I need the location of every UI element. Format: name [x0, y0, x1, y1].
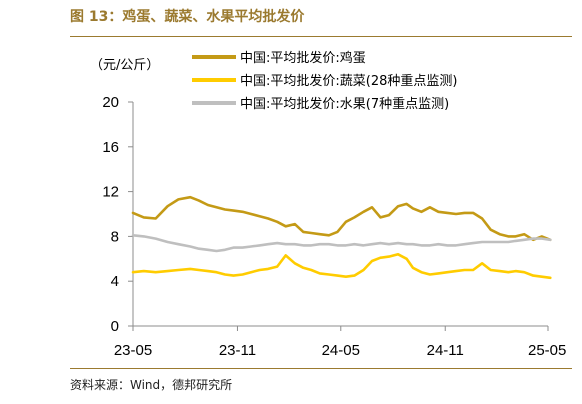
y-tick-label: 8: [111, 228, 119, 245]
y-tick-label: 20: [102, 94, 119, 111]
x-tick-label: 24-11: [427, 342, 464, 359]
footer-divider: [70, 368, 572, 369]
y-tick-label: 16: [102, 139, 119, 156]
legend-label-vegetable: 中国:平均批发价:蔬菜(28种重点监测): [240, 73, 457, 89]
line-chart: （元/公斤） 0 4 8 12 16 20 23-05 23-11 24-05 24-11 25-0…: [90, 50, 566, 359]
x-tick-label: 23-11: [219, 342, 256, 359]
title-divider: [70, 36, 572, 37]
x-tick-label: 23-05: [114, 342, 152, 359]
y-tick-label: 0: [111, 318, 119, 335]
series-layer: [131, 195, 552, 280]
figure-title: 图 13：鸡蛋、蔬菜、水果平均批发价: [70, 9, 305, 25]
legend-label-egg: 中国:平均批发价:鸡蛋: [240, 50, 366, 66]
axes: 0 4 8 12 16 20 23-05 23-11 24-05 24-11 25-05: [102, 94, 566, 359]
x-tick-label: 24-05: [322, 342, 360, 359]
legend-label-fruit: 中国:平均批发价:水果(7种重点监测): [240, 96, 449, 112]
series-line-egg: [131, 195, 552, 242]
unit-label: （元/公斤）: [90, 58, 159, 73]
series-line-vegetable: [131, 253, 552, 280]
y-tick-label: 4: [111, 273, 119, 290]
source-note: 资料来源：Wind，德邦研究所: [70, 378, 233, 392]
series-line-fruit: [131, 234, 552, 253]
y-tick-label: 12: [102, 184, 119, 201]
x-tick-label: 25-05: [528, 342, 566, 359]
